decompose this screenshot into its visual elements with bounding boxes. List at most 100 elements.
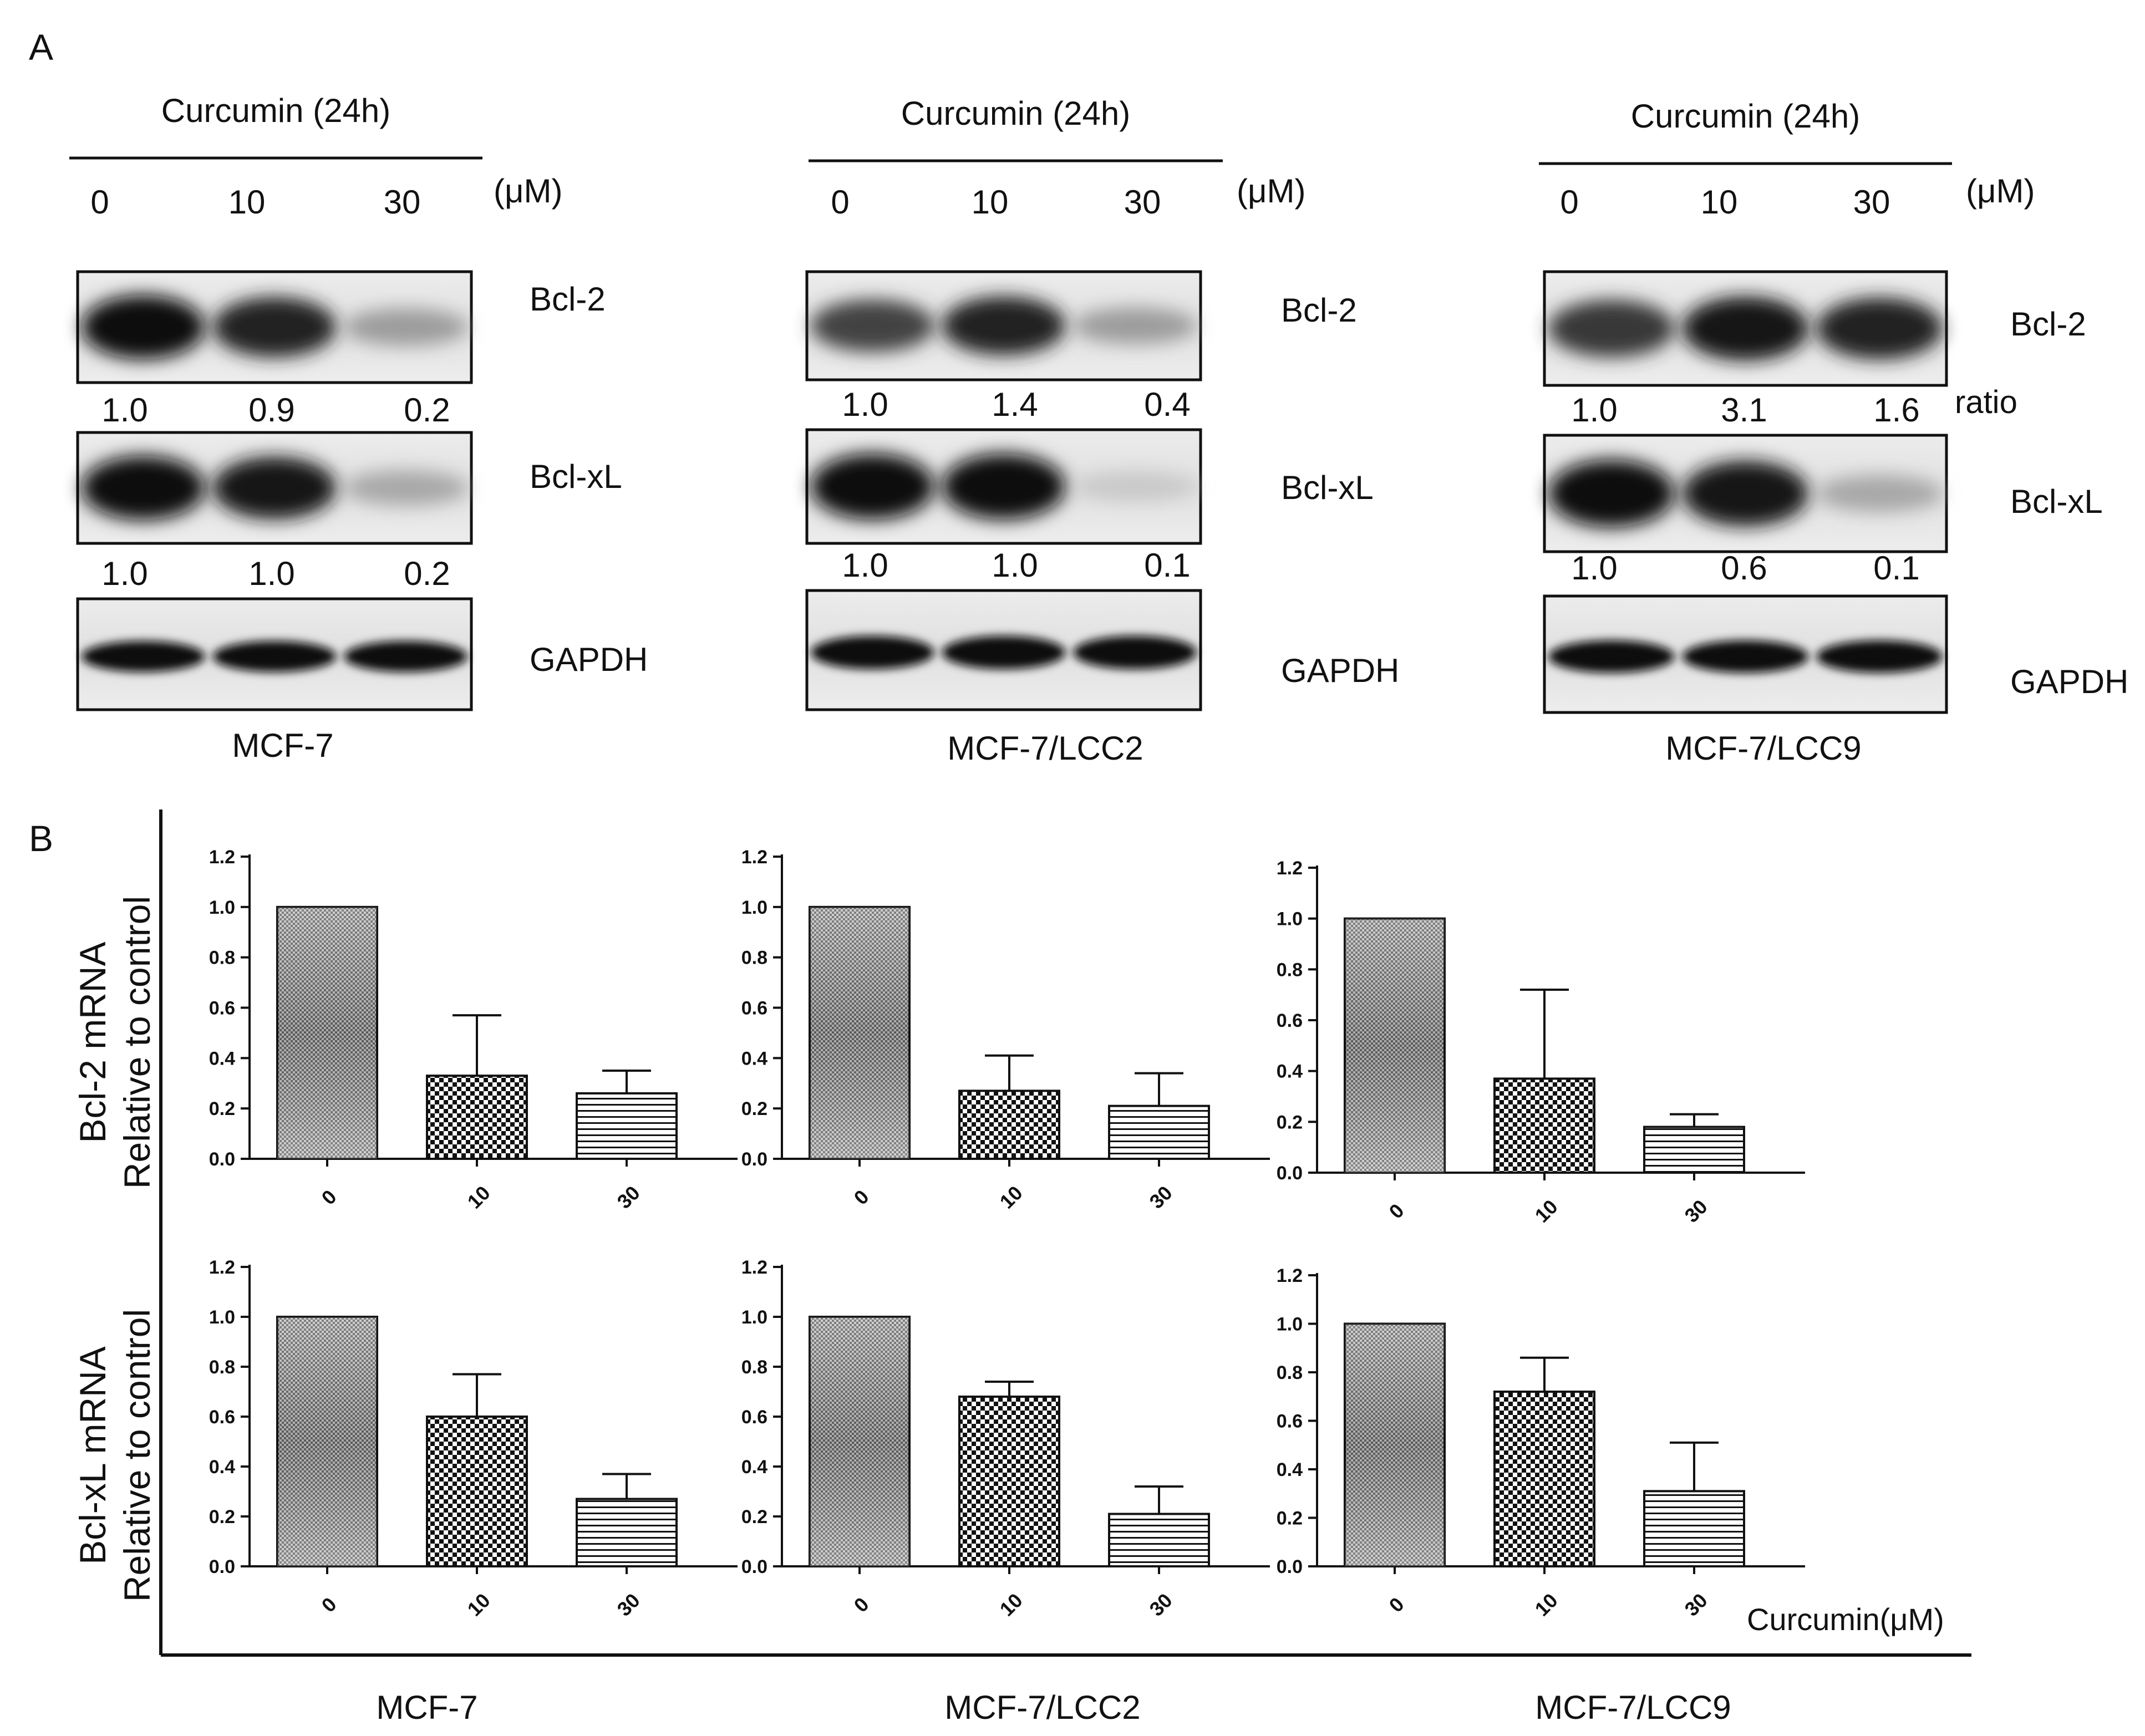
ratio-value: 1.4 (992, 386, 1038, 423)
ratio-word-label: ratio (1955, 384, 2017, 420)
bar (1643, 1490, 1745, 1567)
blot-row-gapdh (1543, 594, 1948, 714)
blot-row-gapdh (76, 597, 473, 711)
cell-line-label: MCF-7/LCC9 (1665, 730, 1861, 767)
x-axis-title: Curcumin(μM) (1747, 1602, 1944, 1637)
blot-row-bcl-xl (805, 428, 1202, 545)
x-tick-label: 10 (995, 1182, 1027, 1213)
blot-band (82, 456, 205, 520)
column-label-lcc2: MCF-7/LCC2 (944, 1689, 1140, 1726)
bar (1643, 1126, 1745, 1174)
dose-label: 10 (972, 184, 1009, 221)
x-tick-label: 0 (850, 1593, 873, 1617)
cell-line-label: MCF-7 (232, 727, 333, 764)
protein-label: Bcl-2 (1281, 292, 1357, 329)
treatment-title: Curcumin (24h) (161, 92, 390, 129)
bar-shading (277, 1317, 377, 1566)
bar (576, 1498, 678, 1567)
blot-band (1816, 297, 1943, 360)
blot-group: Curcumin (24h) 0 10 30 (μM) Bcl-2 1.0 0.9 0.2 Bcl… (69, 92, 2128, 767)
x-tick-label: 10 (1531, 1195, 1562, 1227)
y-tick-label: 0.6 (741, 998, 767, 1019)
bar-shading (810, 907, 909, 1159)
y-tick-label: 0.2 (741, 1506, 767, 1528)
ratio-value: 0.4 (1144, 386, 1190, 423)
y-tick-label: 0.4 (209, 1457, 235, 1478)
ratio-value: 0.1 (1873, 549, 1919, 587)
ratio-value: 0.6 (1721, 549, 1767, 587)
y-tick-label: 0.4 (741, 1048, 767, 1069)
ratio-value: 1.0 (248, 555, 294, 592)
bar (426, 1075, 528, 1160)
blot-band (942, 454, 1066, 520)
blot-band (1548, 640, 1675, 673)
x-tick-label: 10 (1531, 1589, 1562, 1621)
bar-shading (1345, 918, 1445, 1173)
bar (958, 1090, 1060, 1160)
row-label-bcl2-line2: Relative to control (116, 896, 157, 1189)
panel-b-label: B (29, 818, 53, 859)
blot-band (212, 297, 337, 358)
ratio-value: 1.0 (842, 547, 888, 584)
y-tick-label: 1.2 (1277, 1265, 1303, 1286)
y-tick-label: 0.8 (741, 948, 767, 969)
y-tick-label: 0.0 (209, 1149, 235, 1170)
y-tick-label: 0.4 (1277, 1459, 1303, 1480)
blot-band (212, 641, 337, 672)
bar-charts: 0.0 0.2 0.4 0.6 0.8 1.0 1.2 0 10 30 0.0 0.2 0.4 0.6 0.… (209, 847, 1805, 1621)
y-tick-label: 0.6 (1277, 1411, 1303, 1432)
y-tick-label: 0.0 (1277, 1556, 1303, 1577)
ratio-value: 0.2 (404, 555, 450, 592)
blot-band (344, 470, 467, 506)
x-tick-label: 0 (1385, 1593, 1409, 1617)
y-tick-label: 0.4 (209, 1048, 235, 1069)
x-tick-label: 10 (463, 1182, 495, 1213)
blot-mcf-7: Curcumin (24h) 0 10 30 (μM) Bcl-2 1.0 0.9 0.2 Bcl… (69, 92, 648, 764)
blot-band (811, 454, 934, 520)
y-tick-label: 1.0 (741, 1307, 767, 1328)
y-tick-label: 1.0 (209, 1307, 235, 1328)
y-tick-label: 0.8 (1277, 959, 1303, 980)
chart-bcl-2-mcf-7-lcc2: 0.0 0.2 0.4 0.6 0.8 1.0 1.2 0 10 30 (741, 847, 1270, 1213)
y-tick-label: 1.2 (209, 1257, 235, 1278)
row-label-bcl2-line1: Bcl-2 mRNA (72, 941, 113, 1143)
blot-mcf-7-lcc2: Curcumin (24h) 0 10 30 (μM) Bcl-2 1.0 1.4 0.4 Bcl… (805, 95, 1399, 767)
blot-band (811, 299, 934, 352)
row-label-bcl2: Bcl-2 mRNA Relative to control (72, 896, 157, 1189)
y-tick-label: 0.2 (1277, 1508, 1303, 1529)
y-tick-label: 0.6 (741, 1407, 767, 1428)
bar (576, 1092, 678, 1160)
x-tick-label: 30 (1680, 1195, 1712, 1227)
ratio-value: 0.9 (248, 391, 294, 429)
treatment-title: Curcumin (24h) (901, 95, 1130, 132)
bar-shading (277, 907, 377, 1159)
chart-bcl-2-mcf-7-lcc9: 0.0 0.2 0.4 0.6 0.8 1.0 1.2 0 10 30 (1277, 858, 1805, 1227)
bar (1108, 1104, 1210, 1160)
protein-label: Bcl-xL (2010, 483, 2103, 520)
blot-row-bcl-xl (1543, 434, 1948, 553)
y-tick-label: 0.2 (1277, 1112, 1303, 1133)
blot-row-gapdh (805, 589, 1202, 711)
blot-mcf-7-lcc9: Curcumin (24h) 0 10 30 (μM) Bcl-2 1.0 3.1 1.6 Bcl… (1539, 98, 2128, 767)
blot-row-bcl-2 (76, 270, 473, 384)
y-tick-label: 0.0 (209, 1556, 235, 1577)
blot-band (1548, 299, 1675, 358)
y-tick-label: 1.0 (1277, 1314, 1303, 1335)
chart-bcl-xl-mcf-7: 0.0 0.2 0.4 0.6 0.8 1.0 1.2 0 10 30 (209, 1257, 738, 1621)
y-tick-label: 1.2 (741, 1257, 767, 1278)
y-tick-label: 0.8 (741, 1357, 767, 1378)
protein-label: GAPDH (2010, 663, 2128, 700)
panel-a-label: A (29, 27, 53, 68)
y-tick-label: 1.2 (209, 847, 235, 868)
ratio-value: 1.0 (101, 391, 148, 429)
bar-shading (810, 1317, 909, 1566)
ratio-value: 0.2 (404, 391, 450, 429)
x-tick-label: 30 (1145, 1182, 1177, 1213)
bar (958, 1396, 1060, 1567)
dose-label: 0 (831, 184, 849, 221)
ratio-value: 1.0 (842, 386, 888, 423)
dose-label: 10 (1701, 184, 1738, 221)
bar-shading (1345, 1323, 1445, 1566)
protein-label: GAPDH (1281, 652, 1399, 689)
